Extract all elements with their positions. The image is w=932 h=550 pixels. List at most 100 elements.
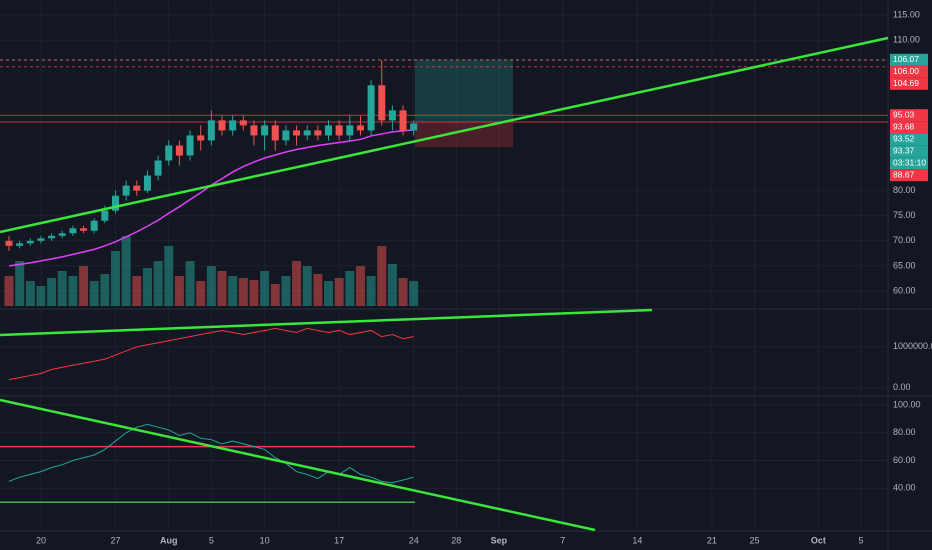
candle-body: [186, 135, 194, 156]
candle-body: [133, 185, 141, 191]
y-tick-label: 110.00: [893, 34, 920, 44]
volume-bar: [132, 276, 142, 306]
volume-bar: [281, 276, 291, 306]
candle-body: [410, 123, 418, 131]
volume-bar: [355, 266, 365, 306]
volume-bar: [164, 246, 174, 306]
price-tag-label: 93.37: [893, 145, 915, 155]
price-tag: [890, 65, 928, 78]
candle-body: [26, 240, 34, 244]
price-axis-bg: [888, 0, 932, 550]
x-tick-label: 25: [749, 535, 759, 545]
volume-bar: [68, 276, 78, 306]
candle-body: [271, 125, 279, 141]
candle-body: [388, 110, 396, 121]
candle-body: [250, 125, 258, 136]
countdown-label: 03:31:10: [893, 157, 926, 167]
volume-bar: [15, 261, 25, 306]
candle-body: [48, 235, 56, 239]
price-tag: [890, 77, 928, 90]
volume-bar: [206, 266, 216, 306]
y-tick-label: 40.00: [893, 483, 916, 493]
volume-bar: [366, 276, 376, 306]
price-tag: [890, 133, 928, 146]
volume-bar: [89, 281, 99, 306]
volume-bar: [345, 271, 355, 306]
trend-line: [0, 308, 653, 337]
price-tag: [890, 145, 928, 158]
countdown-tag: [890, 157, 928, 170]
candle-body: [335, 125, 343, 136]
candle-body: [346, 125, 354, 136]
candle-body: [282, 130, 290, 141]
volume-bar: [4, 276, 14, 306]
candle-body: [37, 238, 45, 241]
volume-bar: [100, 274, 110, 306]
candle-body: [367, 85, 375, 131]
candle-body: [143, 175, 151, 191]
volume-bar: [57, 271, 67, 306]
volume-bar: [409, 281, 419, 306]
volume-bar: [292, 261, 302, 306]
candle-body: [112, 195, 119, 211]
volume-bar: [260, 271, 270, 306]
x-tick-label: 5: [209, 535, 214, 545]
price-tag-label: 93.68: [893, 121, 915, 131]
candle-body: [69, 228, 77, 234]
y-tick-label: 75.00: [893, 210, 916, 220]
y-tick-label: 70.00: [893, 235, 916, 245]
candle-body: [122, 185, 130, 196]
volume-bar: [142, 268, 152, 306]
candle-body: [293, 130, 301, 136]
candle-body: [261, 125, 269, 136]
price-tag-label: 106.00: [893, 66, 919, 76]
volume-bar: [238, 278, 248, 306]
candle-body: [5, 240, 13, 246]
x-tick-label: 14: [632, 535, 642, 545]
y-tick-label: 100.00: [893, 399, 921, 409]
x-tick-label: 5: [858, 535, 863, 545]
x-tick-label: Sep: [491, 535, 508, 545]
x-tick-label: Oct: [811, 535, 826, 545]
volume-bar: [36, 286, 46, 306]
indicator-line: [8, 423, 414, 484]
candle-body: [197, 135, 205, 141]
volume-bar: [185, 261, 195, 306]
volume-bar: [217, 271, 227, 306]
candle-body: [175, 145, 183, 156]
trend-line: [0, 36, 889, 234]
price-tag-label: 88.67: [893, 169, 915, 179]
price-tag-label: 93.52: [893, 133, 915, 143]
volume-bar: [79, 266, 89, 306]
volume-bar: [174, 276, 184, 306]
volume-bar: [153, 261, 163, 306]
x-tick-label: 10: [260, 535, 270, 545]
volume-bar: [111, 251, 120, 306]
y-tick-label: 60.00: [893, 285, 916, 295]
candle-body: [229, 120, 237, 131]
candle-body: [90, 220, 98, 231]
x-tick-label: 7: [560, 535, 565, 545]
candle-body: [207, 120, 215, 141]
x-tick-label: 28: [451, 535, 461, 545]
y-tick-label: 65.00: [893, 260, 916, 270]
price-tag-label: 104.69: [893, 78, 919, 88]
candle-body: [356, 125, 364, 131]
candle-body: [378, 85, 386, 121]
indicator-line: [8, 327, 414, 381]
y-tick-label: 115.00: [893, 9, 920, 19]
candle-body: [399, 110, 407, 131]
y-tick-label: 1000000.00: [893, 341, 932, 351]
volume-bar: [249, 280, 259, 306]
volume-bar: [302, 266, 312, 306]
x-tick-label: Aug: [160, 535, 178, 545]
price-tag-label: 106.07: [893, 54, 919, 64]
candle-body: [314, 130, 322, 136]
trend-line: [0, 398, 596, 532]
volume-bar: [270, 284, 280, 306]
x-tick-label: 21: [707, 535, 717, 545]
volume-bar: [196, 281, 206, 306]
candle-body: [80, 228, 88, 231]
volume-bar: [228, 276, 238, 306]
